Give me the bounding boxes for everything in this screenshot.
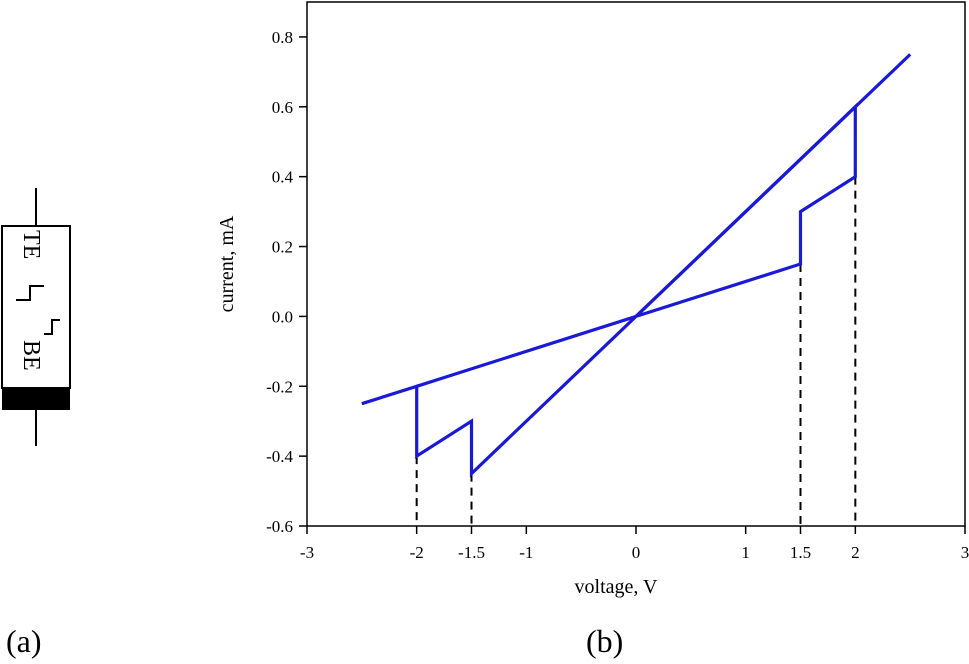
panel-a-caption: (a) <box>6 623 42 659</box>
y-tick-label: -0.6 <box>266 517 293 536</box>
x-tick-label: -1.5 <box>458 543 485 562</box>
y-tick-label: 0.6 <box>272 98 293 117</box>
panel-b-caption: (b) <box>586 623 623 659</box>
x-tick-label: 1 <box>741 543 750 562</box>
x-tick-label: -2 <box>410 543 424 562</box>
y-tick-label: -0.4 <box>266 447 293 466</box>
y-tick-label: 0.2 <box>272 238 293 257</box>
device-schematic: TE BE <box>1 188 71 446</box>
x-tick-label: 3 <box>961 543 969 562</box>
x-tick-label: -3 <box>300 543 314 562</box>
y-tick-label: 0.8 <box>272 28 293 47</box>
series-line-0 <box>361 53 912 478</box>
x-tick-label: 2 <box>851 543 860 562</box>
y-tick-label: 0.4 <box>272 168 294 187</box>
x-axis-label: voltage, V <box>575 576 659 598</box>
top-electrode-label: TE <box>18 230 44 259</box>
chart-area: -3 -2 -1.5 -1 0 1 1.5 2 3 -0.6 -0.4 -0.2 0.0 0.2 0.4 0.… <box>216 1 969 598</box>
switching-symbol <box>16 285 44 301</box>
x-tick-label: 0 <box>632 543 641 562</box>
x-tick-label: -1 <box>519 543 533 562</box>
y-axis-label: current, mA <box>216 215 238 312</box>
y-tick-label: 0.0 <box>272 307 293 326</box>
series-line-1 <box>416 103 857 388</box>
chart-plot: -3 -2 -1.5 -1 0 1 1.5 2 3 -0.6 -0.4 -0.2 0.0 0.2 0.4 0.… <box>266 28 969 562</box>
y-tick-label: -0.2 <box>266 377 293 396</box>
bottom-electrode-bar <box>2 388 70 410</box>
x-tick-label: 1.5 <box>790 543 811 562</box>
bottom-electrode-label: BE <box>18 340 44 371</box>
plot-frame <box>306 1 966 527</box>
switching-symbol-lower <box>44 319 60 335</box>
